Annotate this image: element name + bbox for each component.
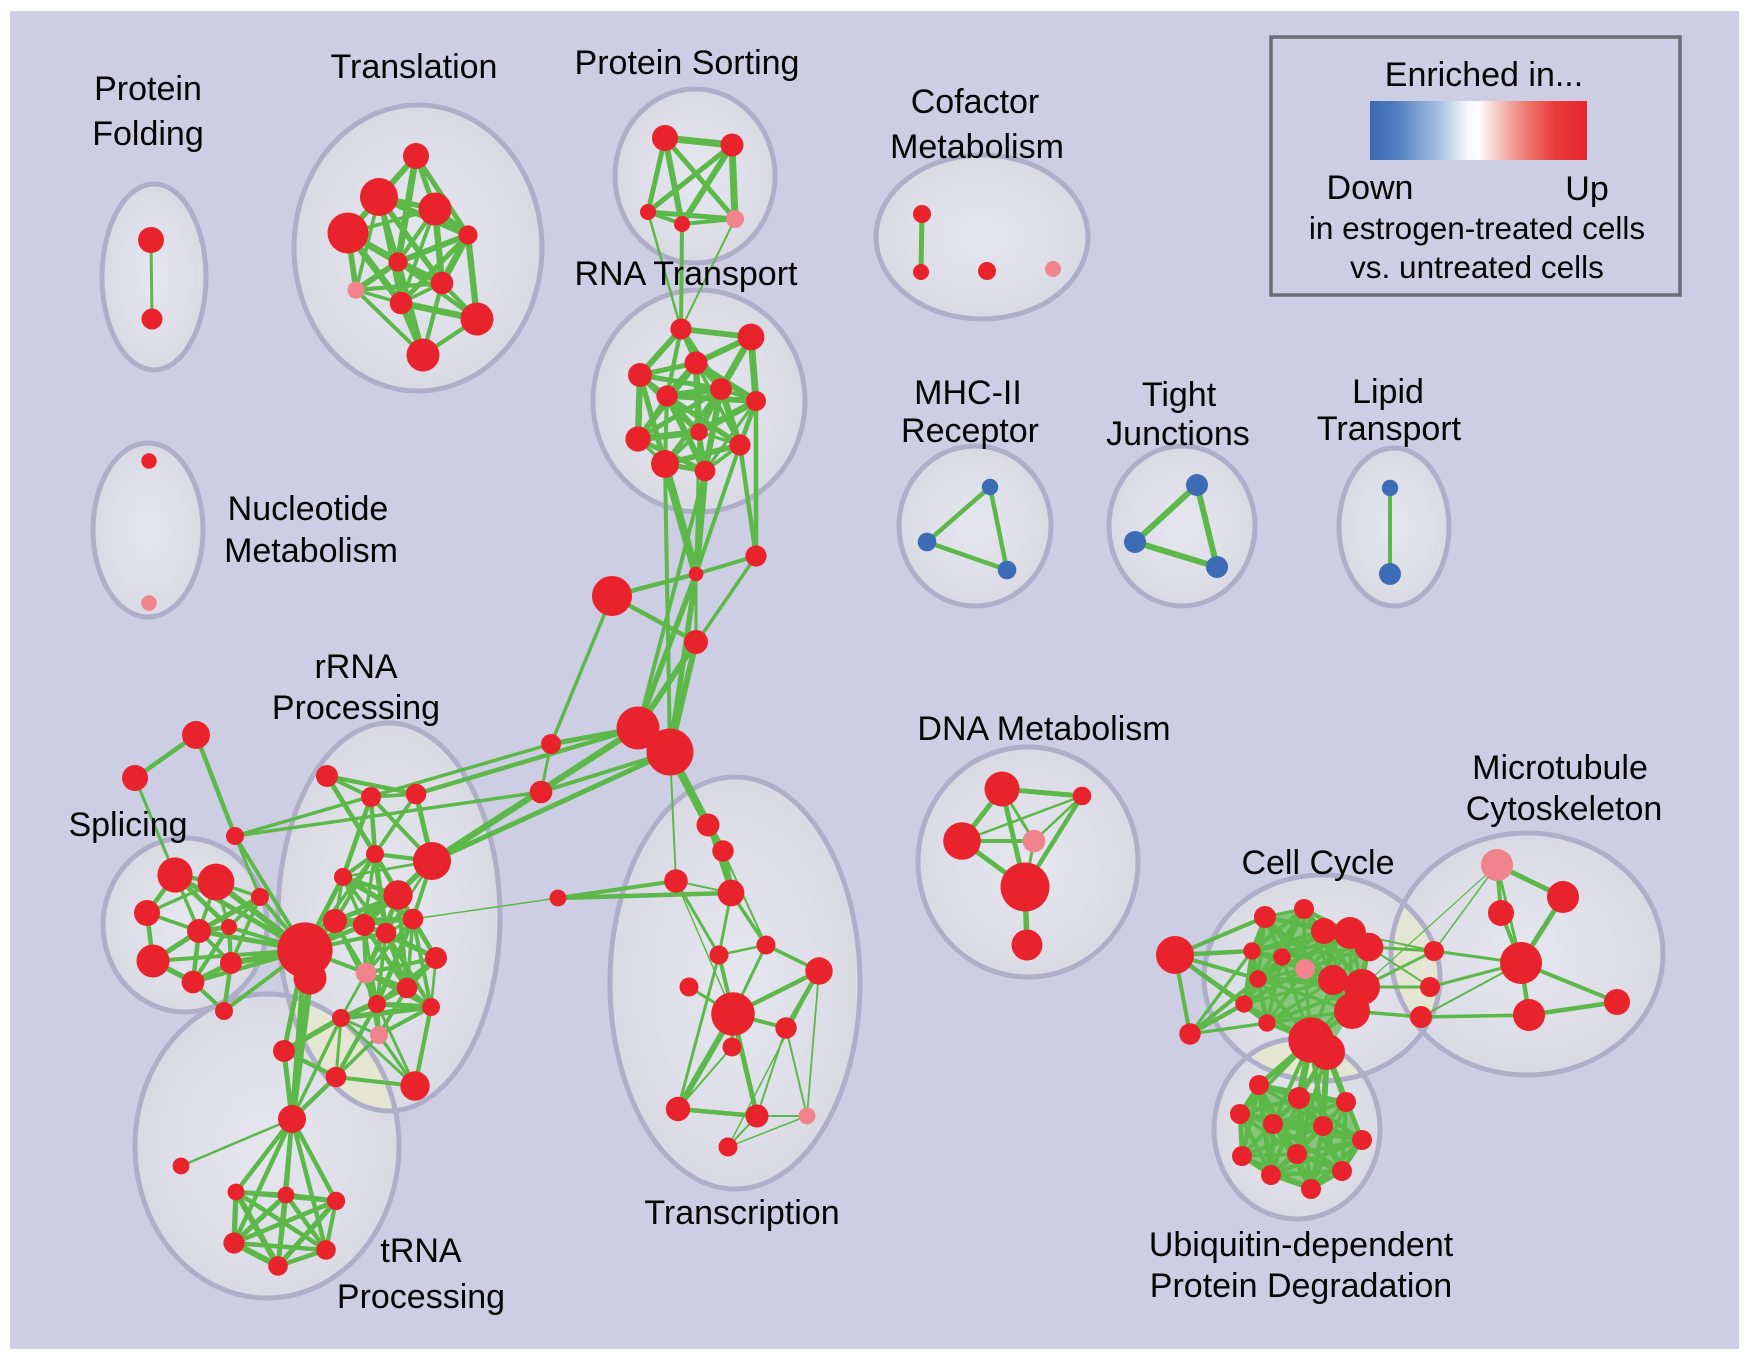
svg-text:in estrogen-treated cells: in estrogen-treated cells (1309, 210, 1645, 246)
svg-text:RNA Transport: RNA Transport (575, 255, 799, 293)
svg-text:Transcription: Transcription (644, 1194, 839, 1232)
svg-text:Down: Down (1327, 169, 1414, 207)
svg-text:Cytoskeleton: Cytoskeleton (1466, 790, 1663, 828)
svg-text:Protein Degradation: Protein Degradation (1150, 1267, 1452, 1305)
svg-text:Metabolism: Metabolism (224, 532, 398, 570)
svg-text:Up: Up (1565, 170, 1608, 208)
svg-text:rRNA: rRNA (314, 648, 397, 686)
svg-text:DNA Metabolism: DNA Metabolism (917, 710, 1170, 748)
svg-text:Metabolism: Metabolism (890, 128, 1064, 166)
svg-text:Tight: Tight (1142, 376, 1217, 414)
svg-text:Microtubule: Microtubule (1472, 749, 1648, 787)
svg-text:Receptor: Receptor (901, 412, 1039, 450)
svg-text:Transport: Transport (1317, 410, 1462, 448)
svg-text:Folding: Folding (92, 115, 204, 153)
svg-text:Protein Sorting: Protein Sorting (575, 44, 800, 82)
svg-text:Cell Cycle: Cell Cycle (1241, 844, 1394, 882)
svg-text:Enriched in...: Enriched in... (1385, 56, 1583, 94)
svg-text:Processing: Processing (272, 689, 440, 727)
svg-text:vs. untreated cells: vs. untreated cells (1350, 249, 1604, 285)
svg-text:Ubiquitin-dependent: Ubiquitin-dependent (1149, 1226, 1454, 1264)
svg-text:MHC-II: MHC-II (914, 374, 1022, 412)
svg-text:tRNA: tRNA (380, 1232, 462, 1270)
svg-text:Cofactor: Cofactor (911, 83, 1040, 121)
svg-text:Protein: Protein (94, 70, 202, 108)
svg-text:Junctions: Junctions (1106, 415, 1250, 453)
svg-text:Processing: Processing (337, 1278, 505, 1316)
svg-text:Translation: Translation (331, 48, 498, 86)
svg-text:Lipid: Lipid (1352, 373, 1424, 411)
svg-text:Splicing: Splicing (68, 806, 187, 844)
svg-text:Nucleotide: Nucleotide (228, 490, 389, 528)
